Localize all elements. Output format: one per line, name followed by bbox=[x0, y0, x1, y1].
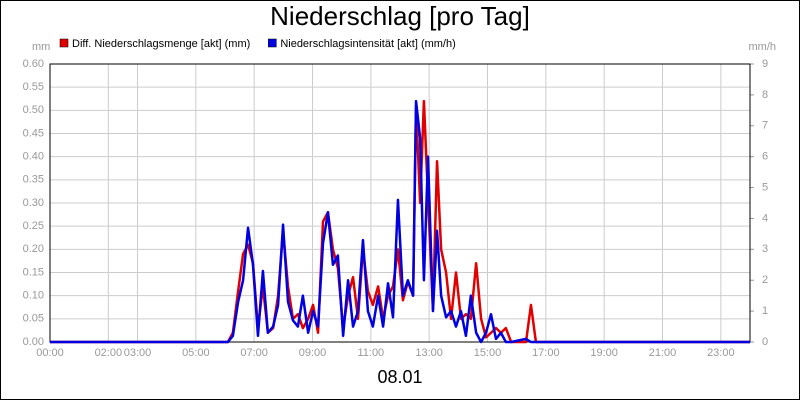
y2-tick-label: 7 bbox=[762, 120, 768, 132]
y-tick-label: 0.05 bbox=[23, 313, 44, 325]
x-axis-label: 08.01 bbox=[377, 367, 422, 387]
y2-axis-label: mm/h bbox=[749, 41, 777, 53]
x-tick-label: 15:00 bbox=[474, 347, 502, 359]
y2-tick-label: 1 bbox=[762, 305, 768, 317]
x-tick-label: 05:00 bbox=[182, 347, 210, 359]
y-tick-label: 0.15 bbox=[23, 266, 44, 278]
y2-tick-label: 2 bbox=[762, 274, 768, 286]
y2-tick-label: 4 bbox=[762, 212, 768, 224]
x-tick-label: 00:00 bbox=[36, 347, 64, 359]
plot-border bbox=[49, 63, 751, 343]
legend-label: Niederschlagsintensität [akt] (mm/h) bbox=[280, 38, 455, 50]
x-tick-label: 11:00 bbox=[357, 347, 384, 359]
x-tick-label: 02:00 bbox=[95, 347, 123, 359]
y2-tick-label: 3 bbox=[762, 243, 768, 255]
y-tick-label: 0.00 bbox=[23, 336, 44, 348]
chart-title: Niederschlag [pro Tag] bbox=[270, 1, 530, 31]
y2-tick-label: 0 bbox=[762, 336, 768, 348]
y-tick-label: 0.20 bbox=[23, 243, 44, 255]
y2-tick-label: 5 bbox=[762, 181, 768, 193]
y-tick-label: 0.55 bbox=[23, 81, 44, 93]
y-tick-label: 0.35 bbox=[23, 174, 44, 186]
x-tick-label: 07:00 bbox=[240, 347, 268, 359]
x-tick-label: 13:00 bbox=[415, 347, 443, 359]
y-tick-label: 0.45 bbox=[23, 127, 44, 139]
x-tick-label: 03:00 bbox=[124, 347, 152, 359]
y2-tick-label: 6 bbox=[762, 151, 768, 163]
y-tick-label: 0.10 bbox=[23, 290, 44, 302]
y-tick-label: 0.40 bbox=[23, 151, 44, 163]
x-tick-label: 23:00 bbox=[707, 347, 735, 359]
y2-tick-label: 9 bbox=[762, 58, 768, 70]
legend-label: Diff. Niederschlagsmenge [akt] (mm) bbox=[72, 38, 250, 50]
x-tick-label: 17:00 bbox=[532, 347, 560, 359]
y-tick-label: 0.60 bbox=[23, 58, 44, 70]
y-axis-label: mm bbox=[32, 41, 50, 53]
x-tick-label: 09:00 bbox=[299, 347, 327, 359]
y-tick-label: 0.30 bbox=[23, 197, 44, 209]
series-line bbox=[50, 99, 750, 344]
legend-swatch bbox=[268, 38, 277, 48]
x-tick-label: 19:00 bbox=[590, 347, 618, 359]
y2-tick-label: 8 bbox=[762, 89, 768, 101]
x-tick-label: 21:00 bbox=[649, 347, 677, 359]
y-tick-label: 0.25 bbox=[23, 220, 44, 232]
legend-swatch bbox=[59, 38, 69, 48]
y-tick-label: 0.50 bbox=[23, 104, 44, 116]
